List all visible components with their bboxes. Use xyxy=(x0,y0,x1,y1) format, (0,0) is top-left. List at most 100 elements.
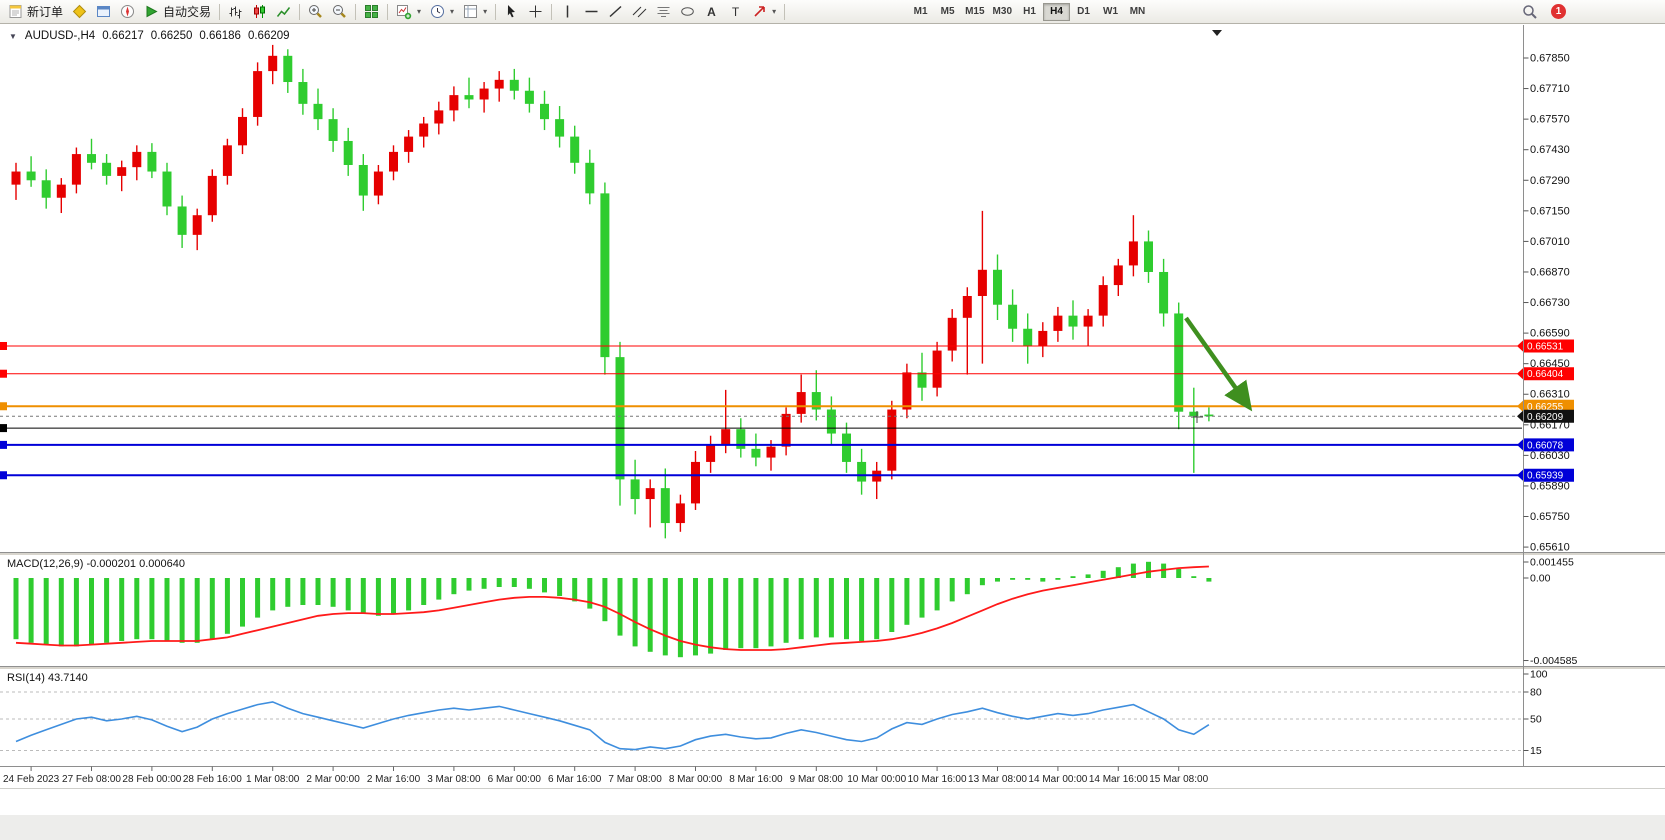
svg-text:0.66870: 0.66870 xyxy=(1530,266,1570,278)
svg-text:10 Mar 16:00: 10 Mar 16:00 xyxy=(908,774,967,785)
horizontal-line-button[interactable] xyxy=(580,2,603,22)
svg-text:100: 100 xyxy=(1530,669,1548,681)
svg-text:2 Mar 16:00: 2 Mar 16:00 xyxy=(367,774,421,785)
svg-text:0.66170: 0.66170 xyxy=(1530,419,1570,431)
equidistant-channel-icon xyxy=(632,6,647,18)
timeframe-m15-button[interactable]: M15 xyxy=(961,3,988,21)
text-label-button[interactable]: T xyxy=(724,2,747,22)
svg-text:0.65610: 0.65610 xyxy=(1530,542,1570,554)
timeframe-m5-button[interactable]: M5 xyxy=(934,3,961,21)
svg-text:14 Mar 00:00: 14 Mar 00:00 xyxy=(1028,774,1087,785)
chart-templates-button[interactable]: ▾ xyxy=(459,2,491,22)
horizontal-price-lines[interactable] xyxy=(0,341,1522,480)
svg-text:24 Feb 2023: 24 Feb 2023 xyxy=(3,774,60,785)
svg-text:0.66310: 0.66310 xyxy=(1530,389,1570,401)
svg-text:1 Mar 08:00: 1 Mar 08:00 xyxy=(246,774,300,785)
svg-text:A: A xyxy=(707,5,716,19)
chart-window[interactable]: 0.66531 0.66404 0.66255 0.66078 0.65939 0.662… xyxy=(0,25,1665,788)
timeframe-w1-button[interactable]: W1 xyxy=(1097,3,1124,21)
timeframe-m1-button[interactable]: M1 xyxy=(907,3,934,21)
timeframe-m30-button[interactable]: M30 xyxy=(989,3,1016,21)
market-watch-icon xyxy=(72,4,87,19)
timeframe-h4-button[interactable]: H4 xyxy=(1043,2,1070,21)
expand-ohlc-icon[interactable]: ▼ xyxy=(9,31,17,41)
svg-text:28 Feb 00:00: 28 Feb 00:00 xyxy=(122,774,181,785)
zoom-in-button[interactable] xyxy=(304,2,327,22)
svg-text:0.66255: 0.66255 xyxy=(1527,402,1564,413)
new-chart-icon xyxy=(397,4,412,19)
price-line-label: 0.66404 xyxy=(1517,367,1574,381)
svg-text:0.67850: 0.67850 xyxy=(1530,53,1570,65)
ellipse-icon xyxy=(681,7,694,16)
svg-text:0.67010: 0.67010 xyxy=(1530,236,1570,248)
crosshair-button[interactable] xyxy=(524,2,547,22)
svg-text:0.001455: 0.001455 xyxy=(1530,557,1574,569)
svg-text:0.67570: 0.67570 xyxy=(1530,114,1570,126)
search-button[interactable] xyxy=(1518,2,1542,22)
macd-panel: 0.001455 0.00 -0.004585 xyxy=(13,557,1577,667)
chart-templates-icon xyxy=(464,5,478,18)
svg-text:8 Mar 16:00: 8 Mar 16:00 xyxy=(729,774,783,785)
price-line-label: 0.66255 xyxy=(1517,399,1574,413)
fibonacci-button[interactable] xyxy=(652,2,675,22)
notification-badge[interactable]: 1 xyxy=(1551,4,1566,19)
timeframe-toolbar: M1 M5 M15 M30 H1 H4 D1 W1 MN xyxy=(907,2,1151,21)
time-axis[interactable]: 24 Feb 2023 27 Feb 08:00 28 Feb 00:00 28 Fe… xyxy=(0,766,1665,786)
svg-text:27 Feb 08:00: 27 Feb 08:00 xyxy=(62,774,121,785)
market-watch-button[interactable] xyxy=(68,2,91,22)
ohlc-low: 0.66186 xyxy=(199,30,241,42)
cursor-button[interactable] xyxy=(500,2,523,22)
svg-text:15 Mar 08:00: 15 Mar 08:00 xyxy=(1149,774,1208,785)
timeframe-mn-button[interactable]: MN xyxy=(1124,3,1151,21)
svg-text:80: 80 xyxy=(1530,687,1542,699)
svg-text:0.66404: 0.66404 xyxy=(1527,369,1564,380)
dropdown-caret-icon: ▾ xyxy=(772,7,777,16)
ohlc-open: 0.66217 xyxy=(102,30,144,42)
navigator-button[interactable] xyxy=(116,2,139,22)
price-line-label: 0.66531 xyxy=(1517,339,1574,353)
data-window-button[interactable] xyxy=(92,2,115,22)
svg-text:0.66531: 0.66531 xyxy=(1527,341,1564,352)
ellipse-button[interactable] xyxy=(676,2,699,22)
svg-text:0.66209: 0.66209 xyxy=(1527,412,1564,423)
tile-windows-button[interactable] xyxy=(360,2,383,22)
toolbar-separator xyxy=(355,3,357,20)
arrows-button[interactable]: ▾ xyxy=(748,2,780,22)
trend-arrow-annotation[interactable] xyxy=(1184,316,1253,412)
new-order-button[interactable]: 新订单 xyxy=(4,2,67,22)
vertical-line-icon xyxy=(566,5,569,18)
trendline-button[interactable] xyxy=(604,2,627,22)
price-line-label: 0.65939 xyxy=(1517,468,1574,482)
toolbar-right-group: 1 xyxy=(1518,2,1566,22)
svg-text:15: 15 xyxy=(1530,745,1542,757)
auto-trading-button[interactable]: 自动交易 xyxy=(140,2,215,22)
bar-chart-button[interactable] xyxy=(224,2,247,22)
zoom-out-button[interactable] xyxy=(328,2,351,22)
svg-text:50: 50 xyxy=(1530,714,1542,726)
svg-text:0.66590: 0.66590 xyxy=(1530,328,1570,340)
new-order-label: 新订单 xyxy=(27,5,64,19)
candlestick-chart-icon xyxy=(254,5,266,18)
navigator-icon xyxy=(121,5,135,18)
bar-chart-icon xyxy=(229,6,242,18)
text-button[interactable]: A xyxy=(700,2,723,22)
chart-periods-button[interactable]: ▾ xyxy=(426,2,458,22)
line-chart-button[interactable] xyxy=(272,2,295,22)
equidistant-channel-button[interactable] xyxy=(628,2,651,22)
timeframe-h1-button[interactable]: H1 xyxy=(1016,3,1043,21)
candlestick-chart-button[interactable] xyxy=(248,2,271,22)
price-chart: 0.66531 0.66404 0.66255 0.66078 0.65939 0.662… xyxy=(0,25,1665,786)
new-chart-button[interactable]: ▾ xyxy=(392,2,425,22)
dropdown-caret-icon: ▾ xyxy=(483,7,488,16)
rsi-panel: 100 80 50 15 xyxy=(0,669,1548,757)
search-icon xyxy=(1523,4,1537,19)
price-axis[interactable]: 0.66531 0.66404 0.66255 0.66078 0.65939 0.662… xyxy=(1517,25,1574,767)
panel-separators[interactable] xyxy=(0,552,1665,669)
svg-text:-0.004585: -0.004585 xyxy=(1530,655,1577,667)
svg-text:7 Mar 08:00: 7 Mar 08:00 xyxy=(608,774,662,785)
timeframe-d1-button[interactable]: D1 xyxy=(1070,3,1097,21)
candlesticks-layer xyxy=(11,44,1214,539)
chart-markers xyxy=(1191,30,1222,423)
ohlc-high: 0.66250 xyxy=(150,30,193,42)
vertical-line-button[interactable] xyxy=(556,2,579,22)
